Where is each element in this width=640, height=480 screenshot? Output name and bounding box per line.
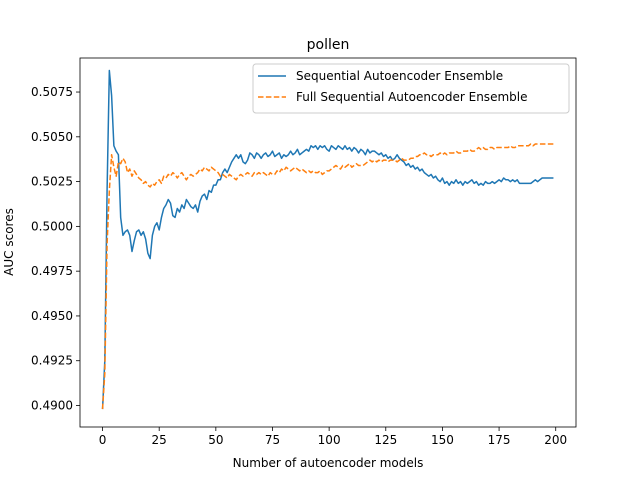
x-tick-label: 200 [544,433,567,447]
plot-area: 0 25 50 75 100 125 150 175 200 0.4900 0.4925 0.4950… [31,57,577,447]
x-tick-label: 75 [265,433,280,447]
axes-frame [79,57,577,428]
y-tick-label: 0.4950 [31,309,73,323]
x-tick-label: 150 [431,433,454,447]
y-tick-label: 0.4925 [31,354,73,368]
y-tick-label: 0.5050 [31,130,73,144]
x-tick-label: 0 [99,433,107,447]
legend: Sequential Autoencoder Ensemble Full Sequ… [252,63,570,114]
x-tick-label: 175 [488,433,511,447]
series-line-1 [101,69,554,410]
y-tick-label: 0.5025 [31,175,73,189]
x-tick-label: 125 [374,433,397,447]
legend-box [252,63,570,114]
legend-label-2: Full Sequential Autoencoder Ensemble [296,90,527,104]
x-tick-label: 25 [152,433,167,447]
series-line-2 [101,143,554,410]
y-tick-label: 0.5000 [31,219,73,233]
legend-label-1: Sequential Autoencoder Ensemble [296,69,503,83]
y-axis-label: AUC scores [2,208,16,276]
y-tick-label: 0.4975 [31,264,73,278]
x-tick-label: 50 [208,433,223,447]
y-tick-label: 0.4900 [31,399,73,413]
y-tick-label: 0.5075 [31,85,73,99]
x-tick-label: 100 [318,433,341,447]
chart-title: pollen [307,37,350,53]
x-axis-label: Number of autoencoder models [233,456,424,470]
